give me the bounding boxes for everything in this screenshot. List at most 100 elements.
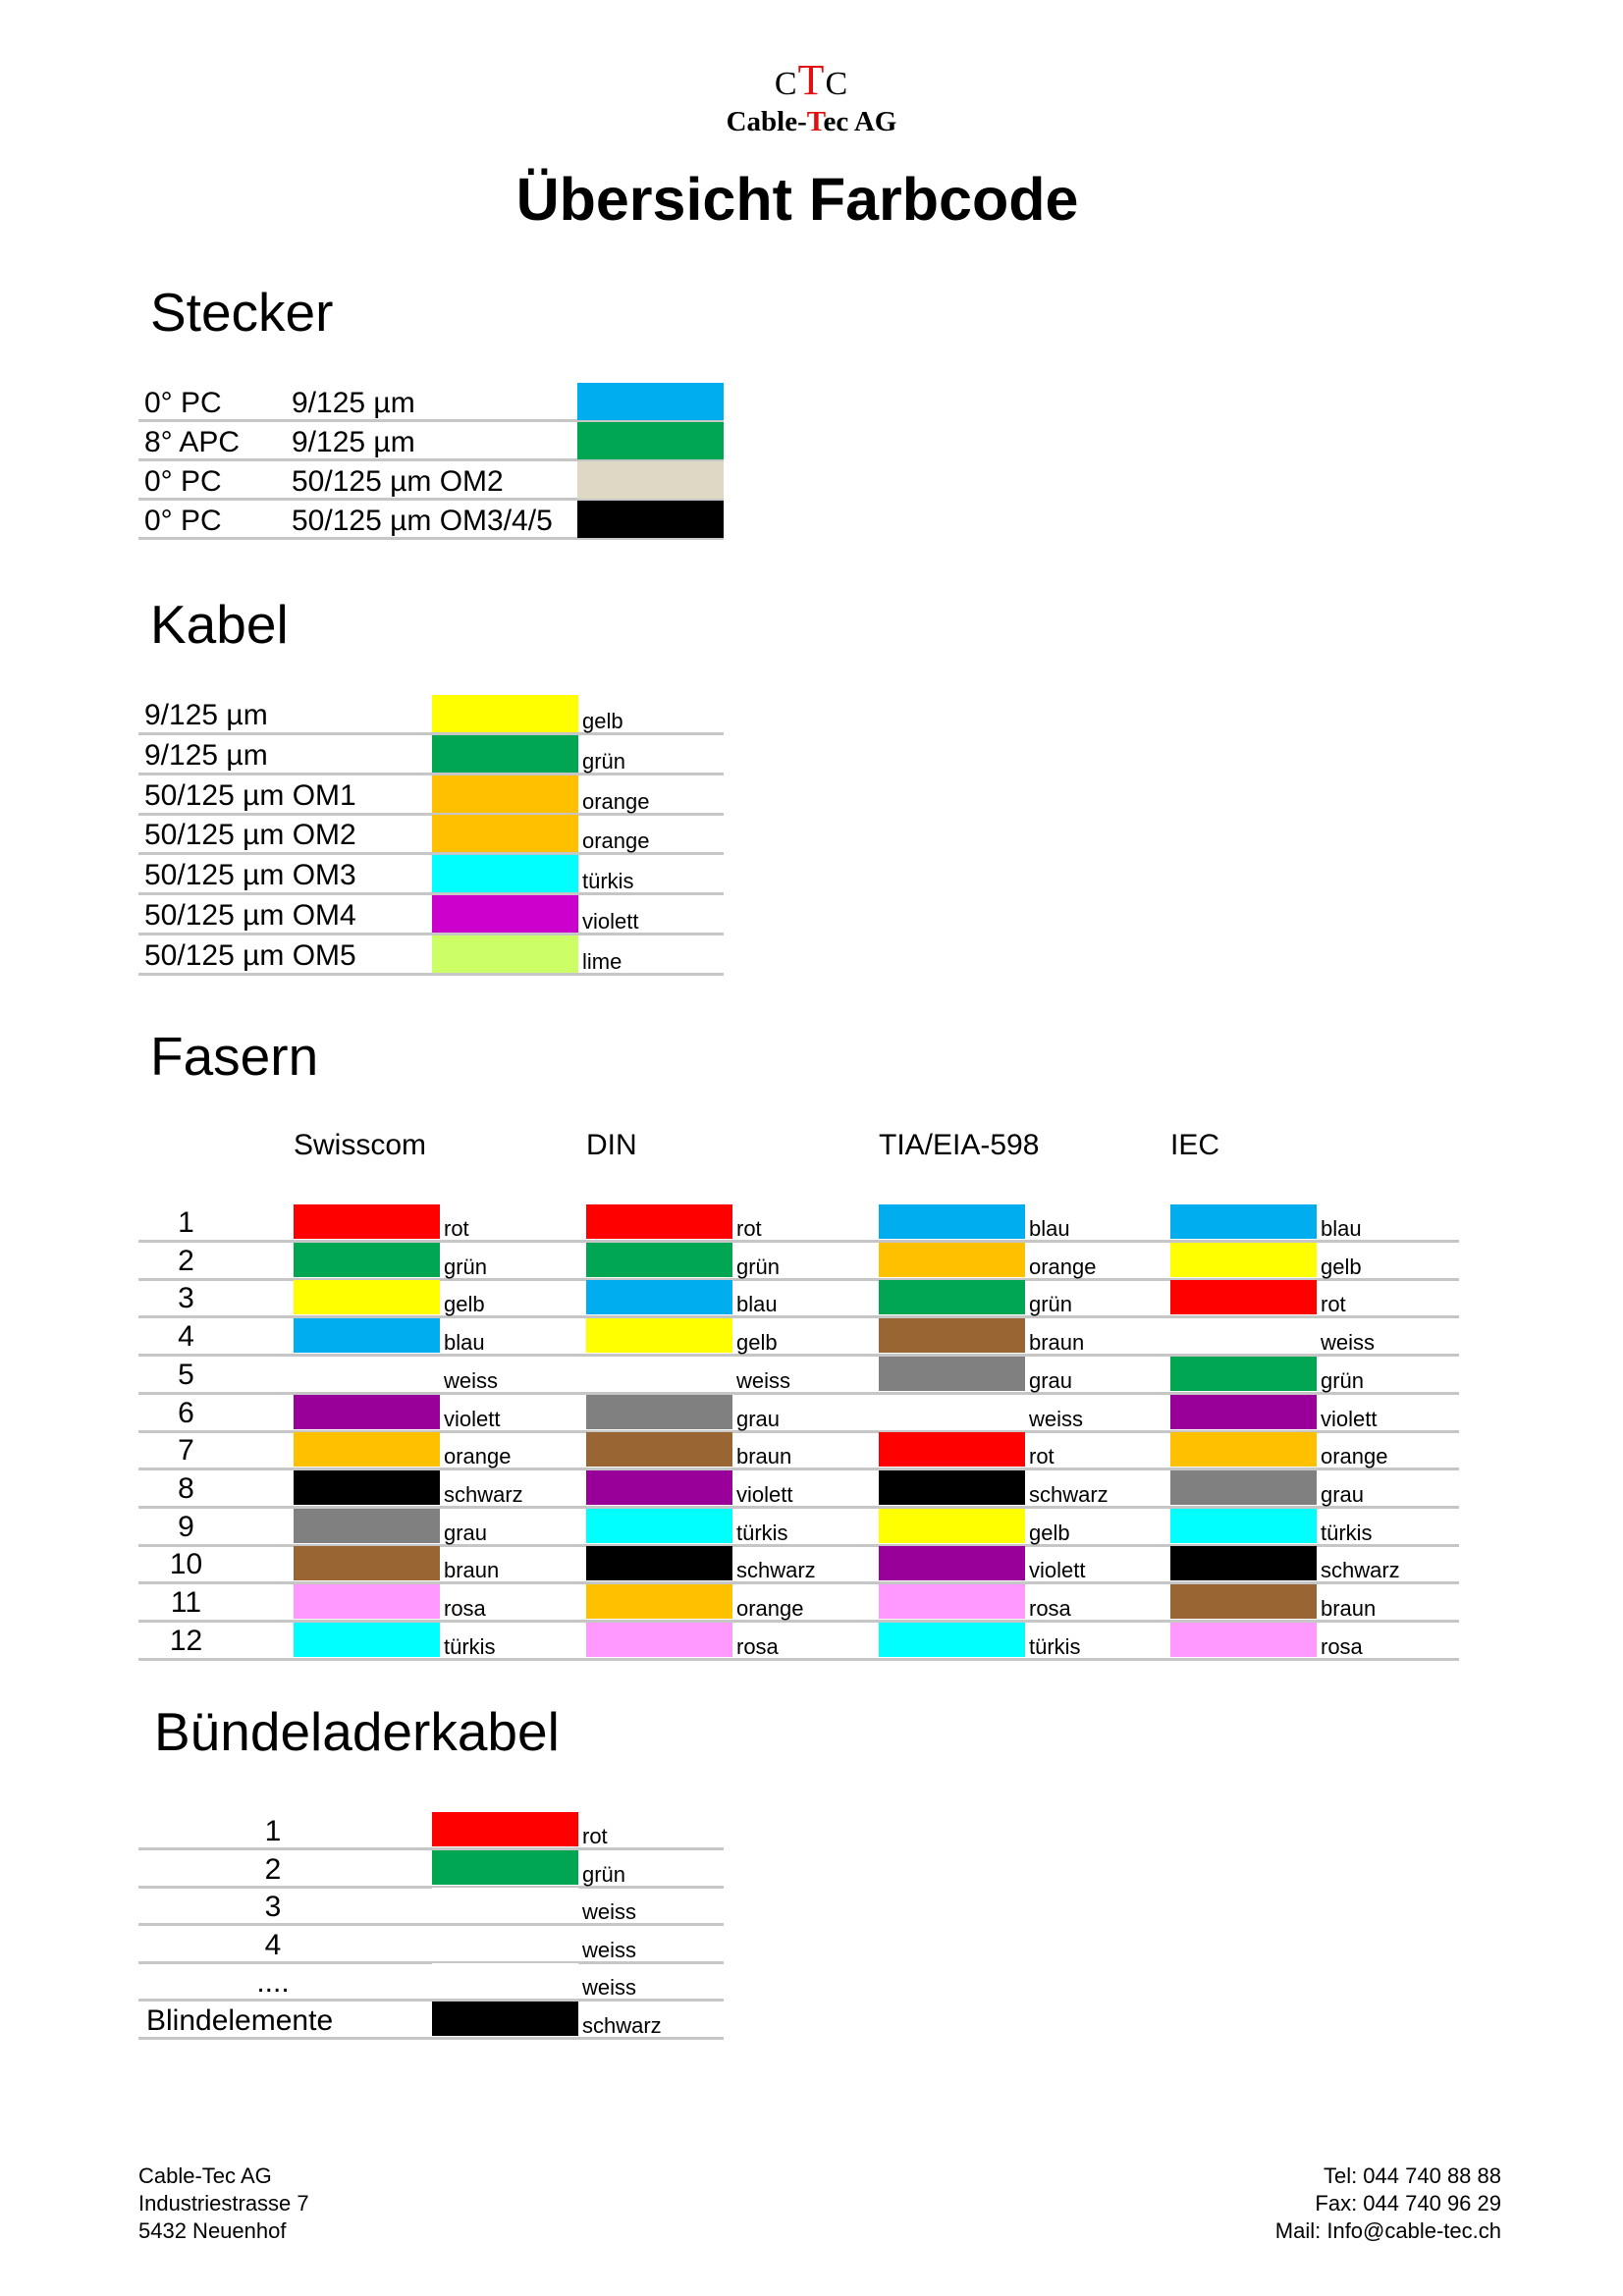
fiber-number: 2 <box>178 1244 194 1277</box>
logo-name-part-t: T <box>806 106 824 137</box>
color-swatch <box>586 1242 732 1277</box>
fiber-number: 8 <box>178 1471 194 1505</box>
color-name: rosa <box>444 1596 486 1621</box>
color-name: rosa <box>1029 1596 1071 1621</box>
color-swatch <box>432 855 578 893</box>
logo-company-name: Cable-Tec AG <box>0 104 1623 139</box>
footer-company: Cable-Tec AG <box>138 2163 272 2188</box>
color-swatch <box>577 461 724 499</box>
fiber-type: 50/125 µm OM3/4/5 <box>292 505 553 537</box>
kabel-row: 50/125 µm OM3 türkis <box>138 855 724 896</box>
color-name: rot <box>582 1824 608 1848</box>
color-swatch <box>586 1280 732 1315</box>
color-name: türkis <box>1321 1520 1373 1545</box>
color-name: grün <box>582 1861 626 1887</box>
fiber-row: 1 rot rot blau blau <box>138 1204 1459 1243</box>
color-swatch <box>879 1280 1025 1315</box>
color-name: schwarz <box>736 1558 816 1583</box>
color-name: schwarz <box>1029 1481 1109 1507</box>
bundle-row: 2 grün <box>138 1849 724 1889</box>
color-name: violett <box>736 1481 793 1507</box>
color-swatch <box>1170 1432 1317 1468</box>
color-name: weiss <box>1029 1406 1084 1431</box>
color-swatch <box>294 1508 440 1543</box>
footer-city: 5432 Neuenhof <box>138 2218 287 2243</box>
color-name: grün <box>1321 1367 1365 1393</box>
section-title-fasern: Fasern <box>150 1026 319 1087</box>
fiber-number: 6 <box>178 1396 194 1429</box>
color-swatch <box>294 1432 440 1468</box>
color-swatch <box>294 1469 440 1505</box>
color-name: violett <box>582 909 639 934</box>
color-name: gelb <box>444 1292 485 1317</box>
footer-contact: Tel: 044 740 88 88 Fax: 044 740 96 29 Ma… <box>1275 2163 1501 2245</box>
standard-header: TIA/EIA-598 <box>879 1129 1040 1161</box>
stecker-row: 8° APC 9/125 µm <box>138 422 724 461</box>
color-swatch <box>1170 1622 1317 1657</box>
color-swatch <box>432 1812 578 1846</box>
fiber-number: 4 <box>178 1320 194 1354</box>
color-name: orange <box>582 788 650 814</box>
color-swatch <box>879 1546 1025 1581</box>
color-swatch <box>1170 1546 1317 1581</box>
kabel-row: 50/125 µm OM2 orange <box>138 815 724 856</box>
color-swatch <box>432 1888 578 1923</box>
color-name: grau <box>444 1520 488 1545</box>
color-name: rosa <box>736 1633 779 1659</box>
color-name: schwarz <box>1321 1558 1400 1583</box>
color-name: weiss <box>582 1975 637 2001</box>
fiber-type: 50/125 µm OM5 <box>144 938 356 972</box>
color-swatch <box>1170 1508 1317 1543</box>
color-name: blau <box>736 1292 778 1317</box>
color-swatch <box>1170 1242 1317 1277</box>
connector-type: 8° APC <box>144 426 241 458</box>
color-name: rot <box>1321 1292 1346 1317</box>
section-title-stecker: Stecker <box>150 282 334 343</box>
color-name: gelb <box>736 1330 778 1356</box>
stecker-row: 0° PC 9/125 µm <box>138 383 724 422</box>
page-title: Übersicht Farbcode <box>515 166 1079 233</box>
color-swatch <box>1170 1584 1317 1619</box>
color-swatch <box>432 815 578 853</box>
fiber-number: 12 <box>169 1624 203 1657</box>
fiber-number: 3 <box>178 1282 194 1315</box>
color-name: braun <box>736 1444 792 1469</box>
color-swatch <box>586 1356 732 1391</box>
color-swatch <box>1170 1356 1317 1391</box>
kabel-row: 9/125 µm gelb <box>138 695 724 735</box>
color-name: grün <box>582 748 626 774</box>
color-name: orange <box>582 828 650 854</box>
fiber-row: 5 weiss weiss grau grün <box>138 1356 1459 1395</box>
fiber-type: 9/125 µm <box>292 426 415 458</box>
color-swatch <box>879 1622 1025 1657</box>
fiber-type: 50/125 µm OM3 <box>144 859 356 892</box>
fiber-row: 10 braun schwarz violett schwarz <box>138 1546 1459 1585</box>
color-name: rot <box>1029 1444 1055 1469</box>
fiber-type: 9/125 µm <box>292 387 415 419</box>
logo-letter-c2: C <box>825 66 849 102</box>
color-swatch <box>879 1356 1025 1391</box>
fiber-type: 9/125 µm <box>144 738 268 772</box>
color-swatch <box>577 501 724 538</box>
color-name: grün <box>1029 1292 1073 1317</box>
kabel-row: 9/125 µm grün <box>138 734 724 775</box>
color-name: weiss <box>736 1367 791 1393</box>
color-name: weiss <box>1321 1330 1376 1356</box>
color-name: blau <box>1321 1216 1362 1241</box>
color-name: türkis <box>1029 1633 1081 1659</box>
fiber-number: 5 <box>178 1358 194 1391</box>
connector-type: 0° PC <box>144 387 222 419</box>
section-title-buendeladerkabel: Bündeladerkabel <box>154 1701 560 1762</box>
kabel-row: 50/125 µm OM5 lime <box>138 934 724 976</box>
color-name: grün <box>444 1254 488 1279</box>
color-swatch <box>1170 1280 1317 1315</box>
color-name: weiss <box>444 1367 499 1393</box>
color-swatch <box>879 1508 1025 1543</box>
fiber-row: 4 blau gelb braun weiss <box>138 1318 1459 1358</box>
color-swatch <box>294 1204 440 1239</box>
color-swatch <box>586 1469 732 1505</box>
fiber-type: 9/125 µm <box>144 699 268 731</box>
bundle-label: 1 <box>264 1815 282 1847</box>
color-name: rot <box>444 1216 469 1241</box>
color-name: braun <box>444 1558 500 1583</box>
